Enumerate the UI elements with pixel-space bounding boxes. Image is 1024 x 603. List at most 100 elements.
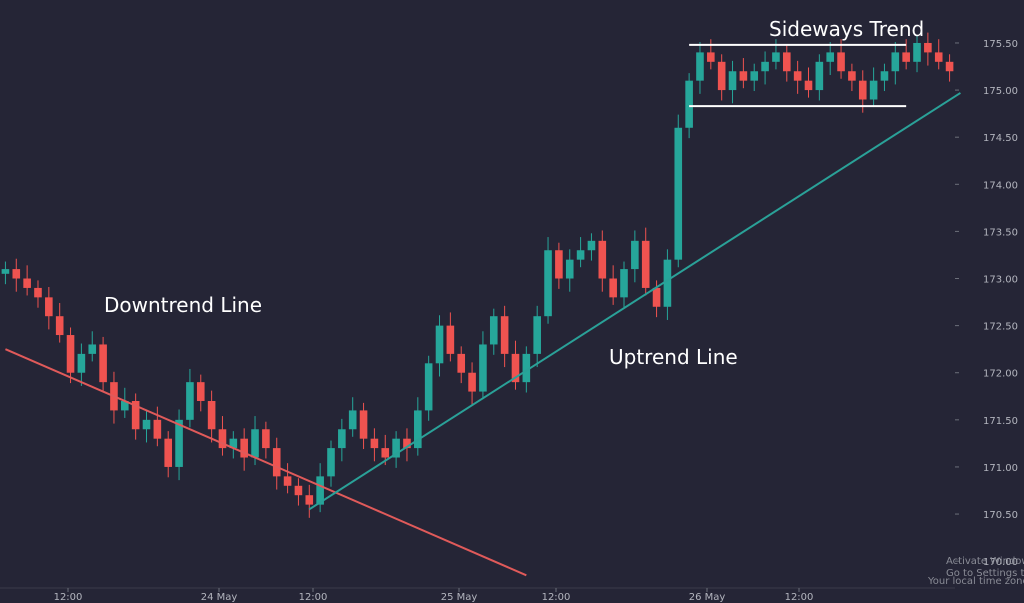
candle-body <box>609 278 617 298</box>
candle-body <box>685 80 693 128</box>
x-axis: 12:00 24 May 12:00 25 May 12:00 26 May 12:00 <box>0 587 955 603</box>
y-axis: 175.50 175.00 174.50 174.00 173.50 173.00 172.… <box>955 39 1018 568</box>
candle-body <box>283 476 292 486</box>
candle-body <box>739 71 748 81</box>
candle-body <box>587 240 596 251</box>
annotation-downtrend: Downtrend Line <box>104 293 262 317</box>
candle-body <box>479 344 487 392</box>
candle-body <box>880 71 889 81</box>
y-tick-label: 171.00 <box>983 463 1018 474</box>
candle-body <box>414 410 422 449</box>
candle-body <box>555 250 563 279</box>
y-tick-label: 172.50 <box>983 322 1018 333</box>
y-tick-label: 170.00 <box>983 557 1018 568</box>
candle-body <box>457 353 466 373</box>
candle-body <box>446 325 455 354</box>
candle-body <box>12 269 21 279</box>
candle-body <box>696 52 704 81</box>
y-tick-label: 174.50 <box>983 133 1018 144</box>
y-tick-label: 175.50 <box>983 39 1018 50</box>
candle-body <box>598 240 607 279</box>
y-tick-label: 174.00 <box>983 180 1018 191</box>
candle-body <box>565 259 574 279</box>
candle-body <box>902 52 910 62</box>
candle-body <box>272 448 281 477</box>
candle-body <box>381 448 390 458</box>
candle-body <box>240 438 248 458</box>
candle-body <box>674 127 683 260</box>
candle-body <box>772 52 780 62</box>
candle-body <box>338 429 346 449</box>
downtrend-line <box>5 348 527 577</box>
candle-body <box>142 419 151 430</box>
trend-lines-layer <box>5 43 961 577</box>
watermark-line2: Go to Settings to activate Windows. <box>946 568 1024 579</box>
candle-body <box>186 382 194 420</box>
candle-body <box>175 419 183 467</box>
candle-body <box>826 52 834 62</box>
candle-body <box>99 344 107 383</box>
candle-body <box>424 363 433 411</box>
candle-body <box>55 316 64 336</box>
candle-body <box>359 410 368 439</box>
candle-body <box>500 316 509 354</box>
candle-body <box>934 52 943 62</box>
candle-body <box>435 325 444 364</box>
candle-body <box>45 297 53 317</box>
x-tick-label: 25 May <box>441 592 478 603</box>
x-tick-label: 12:00 <box>299 592 328 603</box>
candle-body <box>153 419 162 439</box>
candle-body <box>848 71 856 81</box>
candle-body <box>121 400 129 411</box>
annotation-sideways: Sideways Trend <box>769 17 924 41</box>
y-tick-label: 171.50 <box>983 416 1018 427</box>
candle-body <box>707 52 715 62</box>
watermark-line1: Activate Windows <box>946 556 1024 567</box>
x-tick-label: 12:00 <box>785 592 814 603</box>
annotation-uptrend: Uptrend Line <box>609 345 738 369</box>
y-tick-label: 175.00 <box>983 86 1018 97</box>
candle-body <box>815 61 824 91</box>
candle-body <box>370 438 379 449</box>
candle-body <box>761 61 769 72</box>
candle-body <box>631 240 639 270</box>
candle-body <box>316 476 324 505</box>
candle-body <box>945 61 954 72</box>
candle-body <box>294 485 303 496</box>
candle-body <box>229 438 238 449</box>
candle-body <box>804 80 813 91</box>
candle-body <box>663 259 672 307</box>
candle-body <box>1 269 10 274</box>
y-tick-label: 173.00 <box>983 275 1018 286</box>
candle-body <box>251 429 259 458</box>
x-tick-label: 24 May <box>201 592 238 603</box>
candle-body <box>327 448 335 477</box>
candle-body <box>924 42 932 53</box>
candle-body <box>837 52 845 72</box>
candle-body <box>218 429 227 449</box>
candle-body <box>750 71 759 81</box>
candle-body <box>66 335 75 373</box>
candle-body <box>403 438 411 449</box>
candle-body <box>131 400 140 430</box>
x-tick-label: 12:00 <box>54 592 83 603</box>
candle-body <box>913 42 921 62</box>
candle-body <box>891 52 900 72</box>
candle-body <box>511 353 520 383</box>
y-tick-label: 172.00 <box>983 369 1018 380</box>
candle-body <box>23 278 31 288</box>
candle-body <box>196 382 205 401</box>
candle-body <box>522 353 531 383</box>
candle-body <box>782 52 791 72</box>
candle-body <box>34 287 42 298</box>
candle-body <box>793 71 802 81</box>
candle-body <box>641 240 650 288</box>
x-tick-label: 26 May <box>689 592 726 603</box>
candle-body <box>305 495 314 505</box>
y-tick-label: 173.50 <box>983 227 1018 238</box>
candle-body <box>262 429 270 449</box>
candle-body <box>164 438 173 467</box>
timezone-label: Your local time zone <box>927 576 1024 587</box>
candle-body <box>717 61 726 91</box>
